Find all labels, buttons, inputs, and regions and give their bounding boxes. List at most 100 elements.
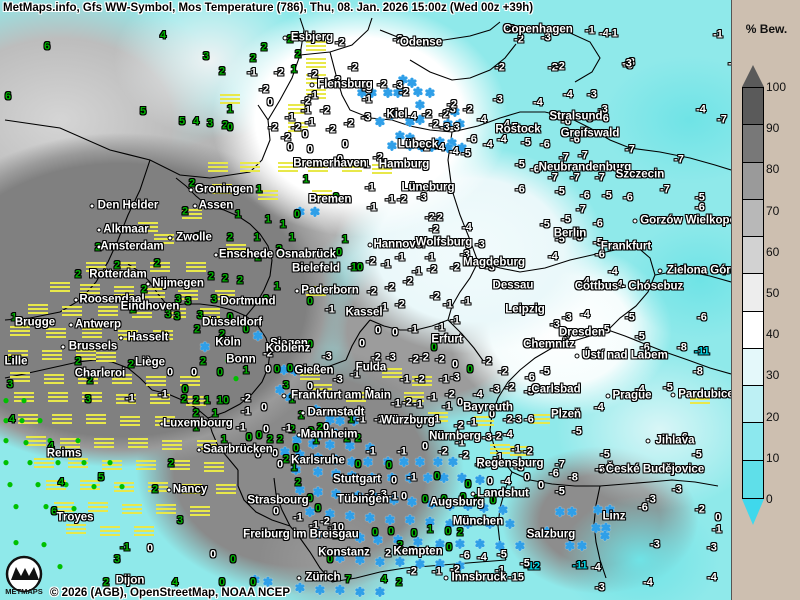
weather-map[interactable]: ●●●●●●●●●●●●●●●●●●●●●●●●●●●●● ✽✽✽✽✽✽✽✽✽✽… [0,0,731,600]
city-label: München [452,515,504,528]
temperature-value: 3 [184,295,192,308]
temperature-value: -5 [540,365,550,378]
drizzle-icon: ● [74,433,82,447]
temperature-value: -15 [508,571,524,584]
temperature-value: -3 [622,57,632,70]
temperature-value: -6 [638,501,648,514]
temperature-value: -2 [435,353,445,366]
fog-icon [490,444,510,456]
city-marker-dot [368,243,372,247]
snow-icon: ✽ [406,494,418,510]
city-marker-dot [97,245,101,249]
temperature-value: -7 [674,153,684,166]
city-label: Alkmaar [103,223,149,236]
city-label: České Budějovice [605,463,705,476]
snow-icon: ✽ [352,488,364,504]
snow-icon: ✽ [412,534,424,550]
temperature-value: 0 [273,363,281,376]
snow-icon: ✽ [262,574,274,590]
temperature-value: -2 [454,419,464,432]
snow-icon: ✽ [356,85,368,101]
fog-icon [690,394,710,406]
snow-icon: ✽ [566,504,578,520]
temperature-value: -3 [450,371,460,384]
temperature-value: 2 [127,358,135,371]
temperature-value: 0 [332,191,340,204]
snow-icon: ✽ [564,538,576,554]
temperature-value: -4 [483,138,493,151]
snow-icon: ✽ [304,504,316,520]
temperature-value: -1 [285,111,295,124]
temperature-value: -1 [461,295,471,308]
temperature-value: -2 [402,396,412,409]
temperature-value: 0 [488,408,496,421]
snow-icon: ✽ [398,454,410,470]
temperature-value: -1 [367,201,377,214]
temperature-value: -1 [412,265,422,278]
snow-icon: ✽ [590,520,602,536]
temperature-value: 2 [354,432,362,445]
temperature-value: 2 [236,274,244,287]
city-label: Konstanz [318,546,370,559]
colorbar-tick-label: 70 [766,203,780,218]
city-marker-dot [575,354,579,358]
city-label: Bonn [226,353,256,366]
snow-icon: ✽ [394,554,406,570]
temperature-value: -3 [541,31,551,44]
city-label: Kempten [393,545,443,558]
city-label: Wolfsburg [415,236,473,249]
temperature-value: 6 [43,40,51,53]
temperature-value: -6 [599,112,609,125]
temperature-value: -1 [305,116,315,129]
temperature-value: -7 [548,171,558,184]
temperature-value: -2 [331,74,341,87]
city-label: Pardubice [678,388,731,401]
temperature-value: -3 [460,248,470,261]
fog-icon [116,394,136,406]
snow-icon: ✽ [388,492,400,508]
snow-icon: ✽ [414,97,426,113]
city-label: Nijmegen [152,277,204,290]
temperature-value: 6 [4,90,12,103]
snow-icon: ✽ [414,454,426,470]
city-label: Dortmund [220,295,276,308]
fog-icon [155,416,175,428]
temperature-value: -1 [356,413,366,426]
temperature-value: -2 [475,458,485,471]
temperature-value: -4 [591,561,601,574]
colorbar-tick-label: 30 [766,368,780,383]
temperature-value: -2 [523,445,533,458]
colorbar-segment [743,386,763,424]
temperature-value: -2 [393,33,403,46]
temperature-value: -2 [403,275,413,288]
city-label: Regensburg [476,457,544,470]
fog-icon [162,440,182,452]
colorbar-segment [743,88,763,126]
snow-icon: ✽ [404,114,416,130]
temperature-value: 2 [153,257,161,270]
temperature-value: -1 [282,422,292,435]
temperature-value: -1 [427,391,437,404]
snow-icon: ✽ [554,504,566,520]
temperature-value: -3 [361,111,371,124]
temperature-value: -7 [677,264,687,277]
temperature-value: 2 [343,432,351,445]
temperature-value: 1 [234,208,242,221]
temperature-value: -2 [555,60,565,73]
fog-icon [8,350,28,362]
map-canvas: ●●●●●●●●●●●●●●●●●●●●●●●●●●●●● ✽✽✽✽✽✽✽✽✽✽… [0,0,731,600]
temperature-value: 0 [326,553,334,566]
snow-icon: ✽ [474,536,486,552]
temperature-value: 1 [211,407,219,420]
temperature-value: -12 [524,560,540,573]
temperature-value: -5 [561,213,571,226]
temperature-value: -2 [482,355,492,368]
drizzle-icon: ● [42,499,50,513]
drizzle-icon: ● [18,413,26,427]
drizzle-icon: ● [80,455,88,469]
temperature-value: -2 [268,121,278,134]
temperature-value: -6 [695,201,705,214]
temperature-value: 0 [266,96,274,109]
snow-icon: ✽ [334,582,346,598]
city-label: Roosendaal [79,293,145,306]
